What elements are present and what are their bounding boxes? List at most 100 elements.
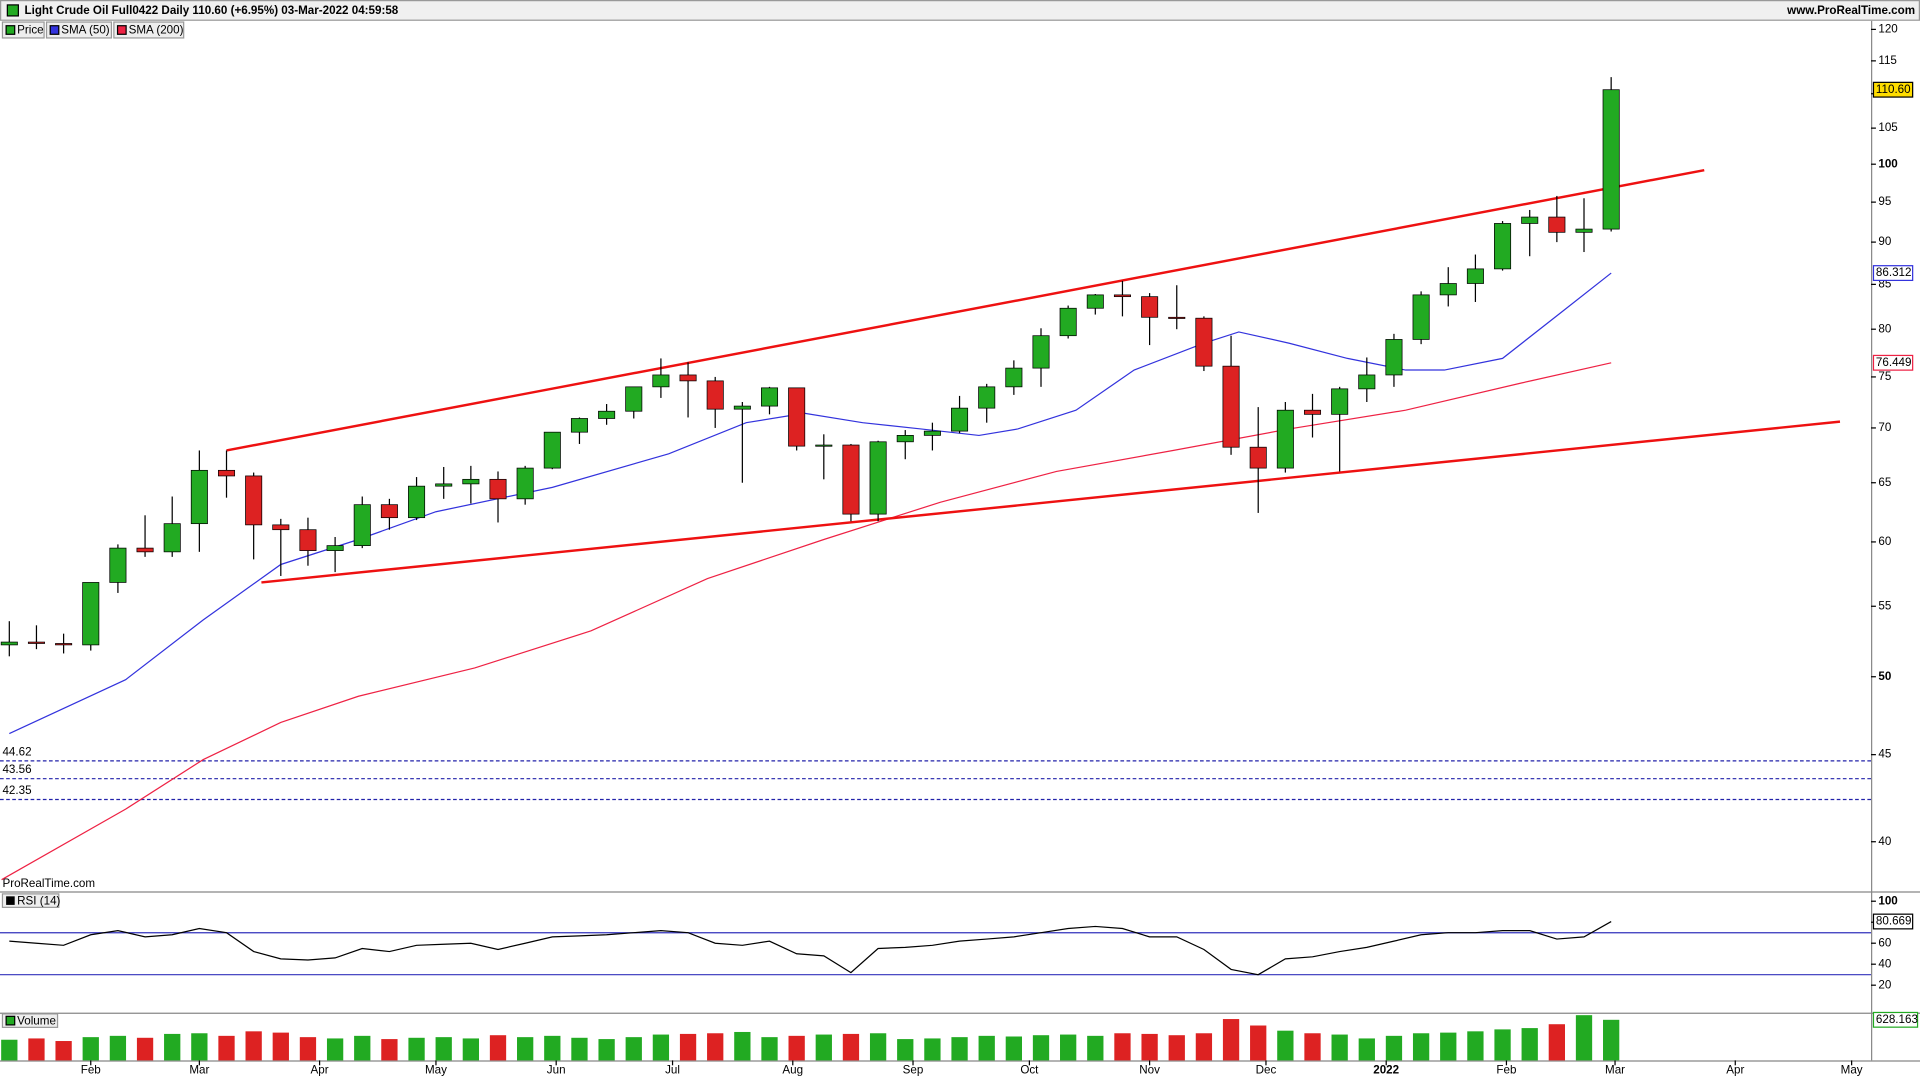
h-level-label: 44.62 [2, 745, 31, 758]
candle-body [1439, 283, 1457, 296]
volume-bar [571, 1037, 588, 1061]
x-tick-label: Feb [1496, 1063, 1516, 1076]
volume-bar [1250, 1025, 1267, 1061]
volume-bar [82, 1037, 99, 1061]
candle-body [27, 641, 45, 644]
candle-body [1113, 294, 1131, 298]
x-tick-label: Jun [547, 1063, 566, 1076]
candle-body [706, 380, 724, 410]
candle-body [163, 523, 181, 553]
candle-body [1141, 296, 1159, 318]
volume-bar [734, 1031, 751, 1061]
candle-body [1086, 294, 1104, 309]
rsi-name: RSI (14) [17, 894, 60, 907]
y-tick-label: 40 [1878, 957, 1891, 970]
volume-bar [109, 1035, 127, 1061]
candle-body [435, 483, 453, 487]
candle-body [299, 529, 317, 551]
candle-body [489, 478, 507, 500]
x-tick-label: Sep [903, 1063, 924, 1076]
x-tick-label: May [1841, 1063, 1863, 1076]
candle-body [1494, 223, 1512, 270]
volume-bar [517, 1037, 534, 1061]
volume-bar [28, 1038, 45, 1061]
candle-body [1521, 216, 1539, 224]
candle-body [55, 643, 73, 646]
volume-bar [1141, 1033, 1158, 1061]
volume-bar [707, 1033, 724, 1061]
volume-bar [598, 1039, 615, 1061]
y-tick-label: 65 [1878, 476, 1891, 489]
candle-body [543, 431, 561, 469]
price-tag-label: 110.60 [1876, 83, 1911, 96]
candle-body [1168, 316, 1186, 319]
volume-bar [842, 1033, 860, 1061]
volume-bar [544, 1035, 561, 1061]
volume-bar [1114, 1033, 1131, 1061]
volume-bar [381, 1039, 398, 1061]
legend-label: SMA (50) [61, 24, 110, 37]
volume-bar [354, 1035, 371, 1061]
y-tick-label: 60 [1878, 535, 1891, 548]
chart-title: Light Crude Oil Full0422 Daily 110.60 (+… [24, 4, 398, 17]
volume-bar [245, 1031, 262, 1061]
candle-body [353, 504, 371, 546]
volume-bar [326, 1038, 344, 1061]
candle-body [1303, 409, 1322, 415]
volume-bar [1195, 1033, 1213, 1061]
volume-name: Volume [17, 1014, 56, 1027]
volume-bar [1521, 1028, 1538, 1061]
volume-bar [1, 1039, 18, 1061]
y-tick-label: 90 [1878, 235, 1891, 248]
volume-bar [1277, 1030, 1294, 1061]
legend-box [1, 893, 60, 908]
candle-body [923, 430, 941, 436]
x-tick-label: Mar [1605, 1063, 1625, 1076]
legend-swatch [6, 896, 15, 905]
volume-bar [1575, 1015, 1593, 1061]
volume-bar [1005, 1036, 1023, 1061]
volume-bar [788, 1035, 805, 1061]
volume-bar [897, 1039, 914, 1061]
price-tag [1872, 81, 1914, 98]
volume-bar [978, 1035, 995, 1061]
x-tick-label: 2022 [1373, 1063, 1399, 1076]
x-tick-label: Nov [1139, 1063, 1160, 1076]
volume-bar [1087, 1035, 1104, 1061]
trendline [226, 168, 1705, 452]
candle-body [1276, 409, 1294, 469]
candle-body [217, 469, 236, 477]
volume-bar [1548, 1024, 1566, 1061]
candle-body [1358, 374, 1376, 390]
candle-body [1059, 307, 1077, 337]
candle-body [1195, 317, 1213, 367]
watermark: ProRealTime.com [2, 877, 95, 890]
x-tick-label: Aug [782, 1063, 803, 1076]
h-level-label: 42.35 [2, 784, 31, 797]
volume-tag [1872, 1011, 1919, 1028]
y-tick-label: 120 [1878, 22, 1898, 35]
rsi-tag [1872, 913, 1914, 930]
y-tick-label: 100 [1878, 157, 1897, 170]
volume-bar [136, 1037, 154, 1061]
candle-body [516, 467, 534, 500]
volume-bar [1304, 1033, 1321, 1061]
volume-bar [191, 1033, 208, 1061]
volume-bar [815, 1034, 832, 1061]
volume-bar [625, 1037, 642, 1061]
y-tick-label: 60 [1878, 936, 1891, 949]
candle-body [1385, 339, 1403, 376]
candle-body [951, 407, 969, 432]
volume-bar [1358, 1038, 1375, 1061]
legend-label: Price [17, 24, 44, 37]
candle-body [190, 469, 208, 525]
y-tick-label: 50 [1878, 670, 1891, 683]
candle-body [896, 435, 914, 443]
candle-body [0, 641, 18, 646]
volume-bar [435, 1037, 452, 1061]
candle-body [1249, 446, 1267, 469]
volume-bar [1494, 1029, 1511, 1061]
volume-bar [1060, 1034, 1077, 1061]
